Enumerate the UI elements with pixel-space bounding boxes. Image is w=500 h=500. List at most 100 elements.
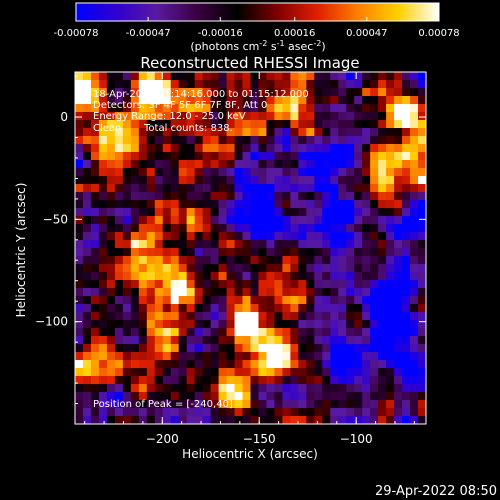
heatmap-cell: [170, 144, 180, 153]
heatmap-cell: [106, 72, 116, 81]
heatmap-cell: [170, 256, 180, 265]
heatmap-cell: [266, 192, 276, 201]
heatmap-cell: [98, 96, 108, 105]
heatmap-cell: [226, 336, 236, 345]
heatmap-cell: [402, 344, 411, 353]
heatmap-cell: [154, 400, 164, 409]
heatmap-cell: [394, 256, 403, 265]
heatmap-cell: [322, 200, 331, 209]
heatmap-cell: [75, 400, 84, 409]
heatmap-cell: [194, 200, 204, 209]
heatmap-cell: [154, 96, 164, 105]
heatmap-cell: [410, 384, 419, 393]
heatmap-cell: [386, 160, 395, 169]
heatmap-cell: [234, 296, 244, 305]
heatmap-cell: [338, 136, 347, 145]
annotation-detectors: Detectors: 3F 4F 5F 6F 7F 8F, Att 0: [93, 100, 267, 111]
heatmap-cell: [90, 272, 100, 281]
heatmap-cell: [114, 184, 124, 193]
heatmap-cell: [258, 144, 268, 153]
heatmap-cell: [146, 416, 156, 424]
heatmap-cell: [210, 352, 220, 361]
heatmap-cell: [226, 208, 236, 217]
heatmap-cell: [162, 360, 172, 369]
heatmap-cell: [146, 160, 156, 169]
heatmap-cell: [122, 328, 132, 337]
heatmap-cell: [114, 296, 124, 305]
heatmap-cell: [306, 232, 315, 241]
heatmap-cell: [210, 152, 220, 161]
heatmap-cell: [138, 112, 148, 121]
heatmap-cell: [186, 400, 196, 409]
heatmap-cell: [122, 272, 132, 281]
heatmap-cell: [306, 192, 315, 201]
heatmap-cell: [106, 152, 116, 161]
heatmap-cell: [75, 304, 84, 313]
heatmap-cell: [290, 88, 299, 97]
heatmap-cell: [162, 264, 172, 273]
heatmap-cell: [314, 176, 323, 185]
heatmap-cell: [290, 376, 299, 385]
heatmap-cell: [194, 256, 204, 265]
heatmap-cell: [418, 224, 426, 233]
heatmap-cell: [218, 416, 228, 424]
heatmap-cell: [226, 368, 236, 377]
heatmap-cell: [354, 288, 363, 297]
heatmap-cell: [138, 136, 148, 145]
heatmap-cell: [378, 72, 387, 81]
heatmap-cell: [250, 288, 260, 297]
heatmap-cell: [370, 192, 379, 201]
heatmap-cell: [370, 112, 379, 121]
heatmap-cell: [138, 312, 148, 321]
heatmap-cell: [234, 328, 244, 337]
heatmap-cell: [90, 328, 100, 337]
heatmap-cell: [138, 104, 148, 113]
heatmap-cell: [290, 360, 299, 369]
heatmap-cell: [178, 240, 188, 249]
heatmap-cell: [162, 160, 172, 169]
heatmap-cell: [258, 136, 268, 145]
heatmap-cell: [146, 232, 156, 241]
heatmap-cell: [346, 416, 355, 424]
heatmap-cell: [306, 240, 315, 249]
heatmap-cell: [362, 416, 371, 424]
heatmap-cell: [130, 120, 140, 129]
heatmap-cell: [338, 240, 347, 249]
heatmap-cell: [314, 216, 323, 225]
heatmap-cell: [306, 80, 315, 89]
heatmap-cell: [106, 232, 116, 241]
heatmap-cell: [82, 336, 92, 345]
heatmap-cell: [202, 408, 212, 417]
heatmap-cell: [306, 312, 315, 321]
heatmap-cell: [218, 120, 228, 129]
heatmap-cell: [330, 200, 339, 209]
heatmap-cell: [162, 80, 172, 89]
heatmap-cell: [98, 136, 108, 145]
heatmap-cell: [290, 320, 299, 329]
heatmap-cell: [330, 392, 339, 401]
heatmap-cell: [75, 120, 84, 129]
heatmap-cell: [338, 288, 347, 297]
heatmap-cell: [370, 384, 379, 393]
heatmap-cell: [378, 208, 387, 217]
heatmap-cell: [314, 344, 323, 353]
heatmap-cell: [75, 280, 84, 289]
heatmap-cell: [410, 256, 419, 265]
colorbar-tick-label: 0.00047: [346, 28, 387, 39]
heatmap-cell: [306, 384, 315, 393]
heatmap-cell: [298, 224, 307, 233]
heatmap-cell: [346, 192, 355, 201]
heatmap-cell: [402, 376, 411, 385]
heatmap-cell: [378, 96, 387, 105]
heatmap-cell: [146, 312, 156, 321]
heatmap-cell: [242, 224, 252, 233]
heatmap-cell: [138, 152, 148, 161]
heatmap-cell: [122, 152, 132, 161]
heatmap-cell: [266, 352, 276, 361]
heatmap-cell: [322, 160, 331, 169]
heatmap-cell: [354, 368, 363, 377]
heatmap-cell: [90, 120, 100, 129]
heatmap-cell: [266, 248, 276, 257]
heatmap-cell: [298, 312, 307, 321]
